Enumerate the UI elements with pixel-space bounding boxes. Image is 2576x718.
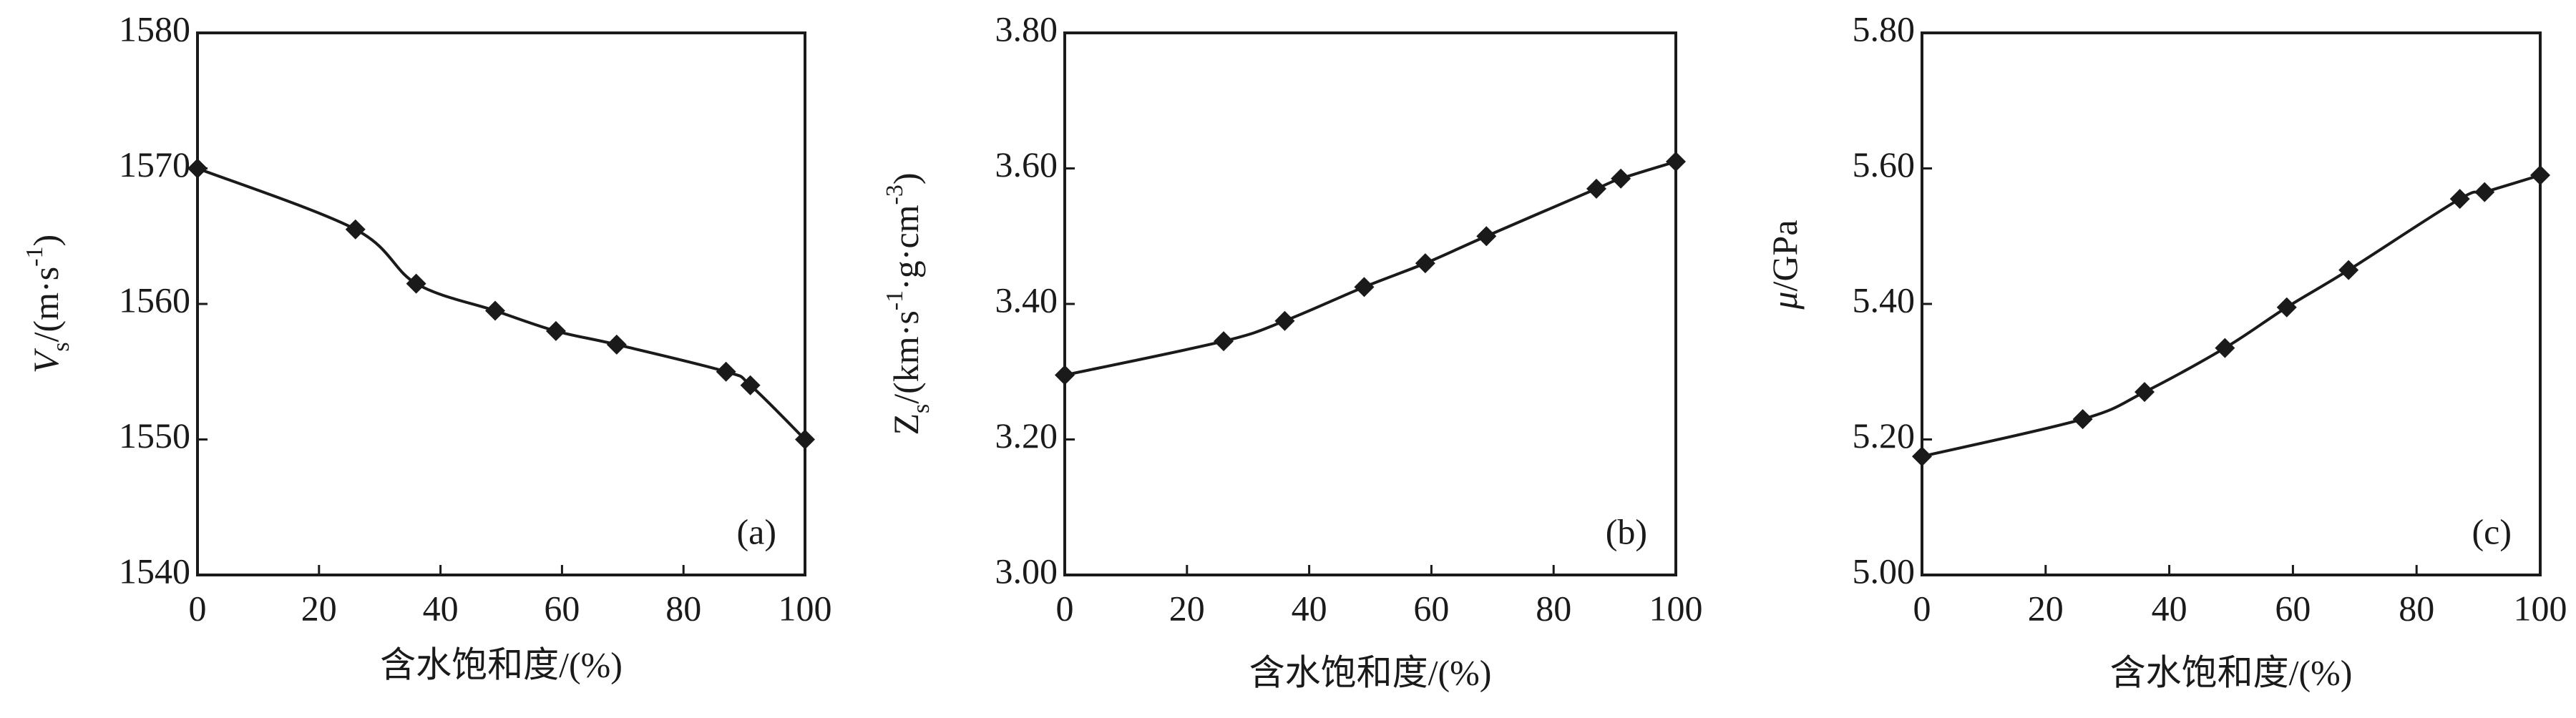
marker: [545, 320, 566, 341]
marker: [2215, 338, 2235, 358]
y-tick-label: 1560: [119, 280, 190, 320]
marker: [2072, 409, 2093, 430]
y-label-part: /(m·s: [26, 267, 66, 343]
marker: [606, 334, 627, 355]
y-label-part: /GPa: [1765, 220, 1805, 291]
y-tick-label: 1550: [119, 415, 190, 456]
x-tick-label: 40: [2152, 588, 2187, 628]
marker: [1611, 168, 1631, 189]
y-axis-label: Zs/(km·s-1·g·cm-3): [882, 172, 935, 435]
x-tick-label: 60: [1413, 588, 1449, 628]
marker: [795, 429, 815, 450]
marker: [406, 273, 426, 294]
marker: [2338, 260, 2359, 280]
marker: [2474, 182, 2495, 202]
x-tick-label: 60: [544, 588, 580, 628]
x-tick-label: 80: [2399, 588, 2434, 628]
series-line: [1064, 160, 1677, 377]
plot-frame: [196, 31, 806, 576]
y-tick-label: 5.80: [1853, 9, 1916, 49]
x-tick-label: 0: [189, 588, 207, 628]
marker: [1274, 310, 1295, 331]
x-tick-label: 80: [1536, 588, 1571, 628]
y-label-part: s: [908, 404, 935, 413]
marker: [485, 300, 506, 321]
y-label-part: /(km·s: [886, 310, 926, 404]
y-label-part: V: [26, 348, 66, 373]
plot-frame: [1921, 31, 2542, 576]
marker: [1586, 178, 1606, 199]
y-tick-label: 3.00: [995, 551, 1058, 591]
y-label-part: -3: [882, 185, 908, 205]
panel-label: (a): [737, 511, 777, 551]
marker: [1476, 226, 1497, 247]
marker: [1666, 152, 1686, 172]
marker: [2449, 189, 2470, 210]
y-tick-label: 5.20: [1853, 415, 1916, 456]
y-axis-label: μ/GPa: [1765, 220, 1805, 310]
plot-frame: [1063, 31, 1677, 576]
x-tick-label: 80: [665, 588, 701, 628]
marker: [1354, 277, 1375, 297]
marker: [1415, 253, 1435, 274]
y-tick-label: 3.40: [995, 280, 1058, 320]
y-tick-label: 5.60: [1853, 144, 1916, 185]
x-axis-label: 含水饱和度/(%): [380, 644, 623, 684]
series-line: [197, 167, 806, 441]
y-tick-label: 1570: [119, 144, 190, 185]
y-label-part: ): [886, 172, 926, 185]
marker: [1055, 365, 1075, 385]
y-tick-label: 1540: [119, 551, 190, 591]
x-tick-label: 20: [301, 588, 337, 628]
x-axis-label: 含水饱和度/(%): [2110, 652, 2353, 692]
y-tick-label: 5.40: [1853, 280, 1916, 320]
marker: [716, 361, 736, 382]
y-tick-label: 3.80: [995, 9, 1058, 49]
y-label-part: ·g·cm: [886, 205, 926, 290]
y-label-part: s: [48, 342, 74, 351]
x-tick-label: 0: [1056, 588, 1074, 628]
y-tick-label: 3.20: [995, 415, 1058, 456]
x-axis-label: 含水饱和度/(%): [1249, 652, 1492, 692]
y-label-part: μ: [1765, 291, 1805, 310]
panel-label: (c): [2472, 511, 2512, 551]
x-tick-label: 20: [2028, 588, 2064, 628]
y-tick-label: 5.00: [1853, 551, 1916, 591]
x-tick-label: 0: [1913, 588, 1931, 628]
y-label-part: Z: [886, 413, 926, 436]
y-label-part: -1: [882, 290, 908, 310]
y-label-part: ): [26, 235, 66, 247]
marker: [345, 219, 366, 240]
marker: [1214, 331, 1234, 352]
marker: [2530, 164, 2550, 185]
marker: [2135, 382, 2155, 403]
marker: [740, 375, 761, 395]
marker: [1912, 446, 1932, 467]
y-tick-label: 3.60: [995, 144, 1058, 185]
x-tick-label: 100: [1649, 588, 1703, 628]
x-tick-label: 100: [779, 588, 832, 628]
y-axis-label: Vs/(m·s-1): [21, 235, 74, 373]
panel-label: (b): [1606, 511, 1647, 551]
x-tick-label: 60: [2275, 588, 2311, 628]
x-tick-label: 40: [423, 588, 459, 628]
y-label-part: -1: [21, 247, 48, 267]
y-tick-label: 1580: [119, 9, 190, 49]
series-line: [1921, 174, 2541, 458]
x-tick-label: 40: [1292, 588, 1327, 628]
marker: [2276, 297, 2297, 318]
x-tick-label: 100: [2514, 588, 2567, 628]
marker: [187, 158, 208, 179]
x-tick-label: 20: [1169, 588, 1205, 628]
